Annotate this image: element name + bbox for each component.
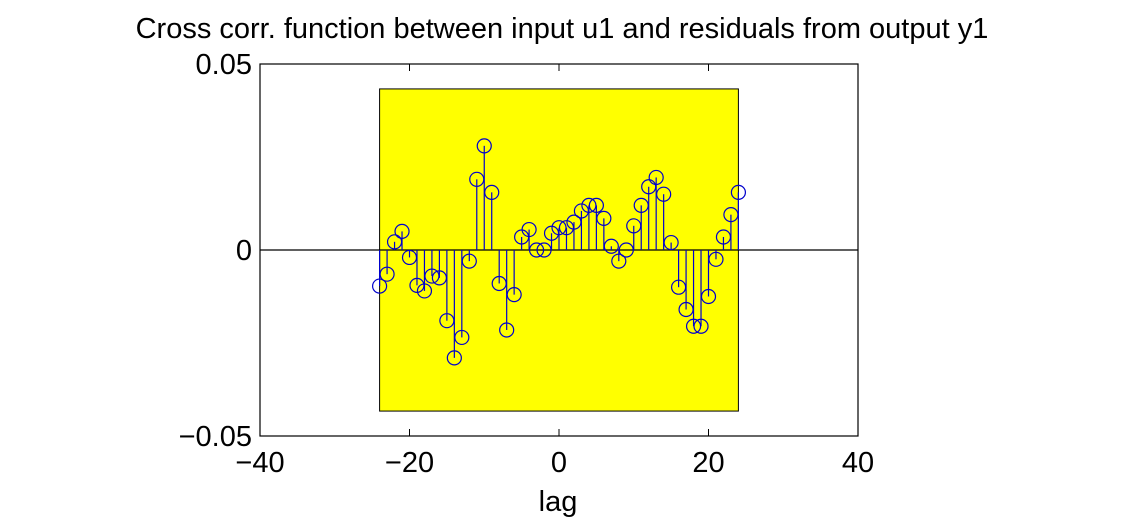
stem-marker [521, 221, 537, 238]
stem-marker [730, 184, 747, 200]
stem-marker [603, 238, 619, 254]
stem-marker [379, 266, 395, 282]
stem-marker [656, 186, 672, 202]
x-tick-label: −40 [235, 447, 284, 479]
stem-marker [708, 251, 724, 267]
stem-marker [648, 169, 664, 186]
stem-marker [476, 138, 492, 154]
plot-area: −40 −20 0 20 40 −0.05 0 0.05 [179, 49, 875, 479]
stem-marker [663, 234, 679, 251]
stem-marker [461, 253, 477, 269]
y-tick-label: 0 [236, 235, 252, 267]
chart-title: Cross corr. function between input u1 an… [136, 13, 989, 45]
y-tick-label: −0.05 [179, 421, 252, 453]
stem-marker [394, 223, 410, 239]
stem-marker [416, 283, 433, 299]
stem-marker [454, 329, 470, 346]
stem-marker [588, 197, 604, 213]
stem-marker [506, 287, 522, 303]
stem-marker [700, 288, 717, 305]
x-axis-label: lag [539, 486, 578, 518]
stem-marker [484, 184, 500, 200]
x-tick-label: −20 [385, 447, 434, 479]
y-tick-label: 0.05 [196, 49, 252, 81]
x-tick-label: 20 [692, 447, 724, 479]
stem-marker [499, 322, 515, 338]
stem-marker [596, 210, 612, 226]
stem-marker [693, 318, 709, 334]
stem-marker [446, 350, 462, 366]
stem-marker [372, 278, 388, 294]
x-tick-label: 40 [842, 447, 874, 479]
x-tick-label: 0 [551, 447, 567, 479]
stem-marker [611, 253, 627, 269]
stem-marker [528, 242, 545, 258]
